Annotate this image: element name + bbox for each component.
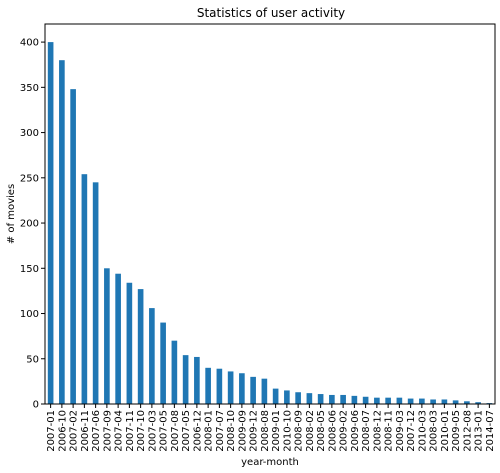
bar <box>239 373 245 404</box>
x-tick-label: 2009-06 <box>350 410 361 452</box>
x-tick-label: 2007-01 <box>46 410 57 452</box>
x-tick-label: 2007-05 <box>181 410 192 452</box>
y-tick-label: 150 <box>20 264 39 275</box>
y-tick-label: 0 <box>33 400 39 411</box>
x-tick-label: 2007-06 <box>91 410 102 452</box>
y-tick-label: 100 <box>20 309 39 320</box>
x-tick-label: 2008-01 <box>204 410 215 452</box>
chart-title: Statistics of user activity <box>197 6 345 20</box>
x-tick-label: 2007-09 <box>102 410 113 452</box>
bar <box>306 393 313 404</box>
y-tick-label: 400 <box>20 38 39 49</box>
x-axis-label: year-month <box>241 457 299 468</box>
x-tick-label: 2014-07 <box>485 410 496 452</box>
x-tick-label: 2006-12 <box>192 410 203 452</box>
x-tick-label: 2007-03 <box>147 410 158 452</box>
bar <box>272 388 279 404</box>
bar <box>329 394 335 404</box>
x-tick-label: 2006-11 <box>80 410 91 452</box>
x-tick-label: 2008-08 <box>260 410 271 452</box>
x-tick-label: 2007-05 <box>159 410 170 452</box>
x-tick-label: 2007-07 <box>215 410 226 452</box>
x-tick-label: 2007-11 <box>125 410 136 452</box>
bar <box>194 356 200 404</box>
bar <box>59 60 65 404</box>
x-tick-label: 2008-06 <box>327 410 338 452</box>
bar <box>261 378 268 404</box>
bar <box>70 89 76 404</box>
bar <box>441 399 448 404</box>
bar <box>452 400 459 404</box>
bar <box>115 273 121 404</box>
bar <box>396 397 403 404</box>
bar <box>149 308 155 404</box>
bar <box>295 392 301 404</box>
y-tick-label: 300 <box>20 128 39 139</box>
x-tick-label: 2007-10 <box>136 410 147 452</box>
bar <box>171 340 178 404</box>
bar <box>317 394 324 404</box>
bars-group <box>47 42 493 404</box>
bar <box>250 376 256 404</box>
bar <box>430 399 436 404</box>
bar <box>104 268 110 404</box>
y-axis-label: # of movies <box>6 184 17 244</box>
x-tick-label: 2008-03 <box>429 410 440 452</box>
plot-frame <box>44 23 496 405</box>
x-tick-label: 2009-09 <box>237 410 248 452</box>
bar <box>385 397 391 404</box>
bar <box>351 395 358 404</box>
x-tick-label: 2008-07 <box>361 410 372 452</box>
x-tick-label: 2010-01 <box>440 410 451 452</box>
bar <box>475 402 481 404</box>
x-tick-label: 2010-10 <box>282 410 293 452</box>
y-tick-label: 250 <box>20 173 39 184</box>
x-tick-label: 2008-12 <box>372 410 383 452</box>
bar <box>47 42 54 404</box>
x-tick-label: 2008-10 <box>226 410 237 452</box>
y-axis-ticks: 0 50 100 150 200 250 300 350 400 <box>20 38 45 411</box>
bar <box>227 371 234 404</box>
x-tick-label: 2013-01 <box>474 410 485 452</box>
x-tick-label: 2006-10 <box>57 410 68 452</box>
x-tick-label: 2008-05 <box>316 410 327 452</box>
bar <box>137 289 144 404</box>
y-tick-label: 350 <box>20 83 39 94</box>
x-tick-label: 2009-12 <box>249 410 260 452</box>
bar <box>92 182 99 404</box>
bar <box>374 397 380 404</box>
bar <box>126 282 133 404</box>
x-tick-label: 2012-08 <box>462 410 473 452</box>
x-tick-label: 2008-11 <box>384 410 395 452</box>
x-tick-label: 2007-12 <box>406 410 417 452</box>
x-tick-label: 2007-02 <box>69 410 80 452</box>
bar <box>205 367 211 404</box>
y-tick-label: 50 <box>26 354 39 365</box>
bar <box>182 355 189 404</box>
x-tick-label: 2008-09 <box>294 410 305 452</box>
x-tick-label: 2009-01 <box>271 410 282 452</box>
bar <box>216 368 223 404</box>
bar <box>284 390 290 404</box>
y-tick-label: 200 <box>20 219 39 230</box>
x-tick-label: 2009-03 <box>395 410 406 452</box>
bar <box>407 398 414 404</box>
bar <box>81 174 88 404</box>
x-tick-label: 2008-02 <box>305 410 316 452</box>
bar <box>362 396 369 404</box>
bar <box>340 394 346 404</box>
bar <box>160 322 166 404</box>
x-tick-label: 2009-02 <box>339 410 350 452</box>
x-tick-label: 2007-04 <box>114 410 125 452</box>
x-tick-label: 2010-03 <box>417 410 428 452</box>
x-tick-label: 2009-05 <box>451 410 462 452</box>
x-axis-ticks: 2007-01 2006-10 2007-02 2006-11 2007-06 2007-… <box>46 404 496 452</box>
x-tick-label: 2007-08 <box>170 410 181 452</box>
bar <box>464 401 470 404</box>
bar <box>419 398 425 404</box>
